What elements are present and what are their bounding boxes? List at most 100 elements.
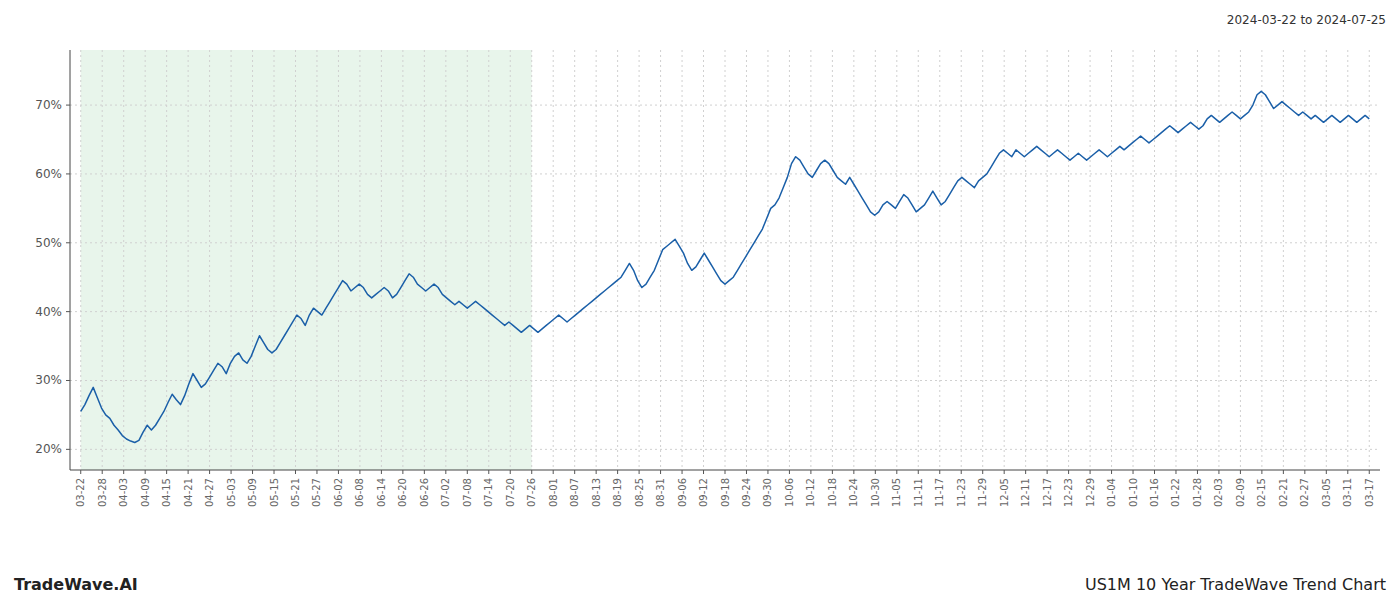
x-tick [1154, 470, 1155, 474]
line-group [81, 91, 1370, 442]
x-tick [102, 470, 103, 474]
x-tick [1261, 470, 1262, 474]
y-tick-label: 50% [35, 236, 62, 250]
x-tick [660, 470, 661, 474]
grid-line-x [359, 50, 360, 470]
x-tick-label: 09-18 [720, 478, 731, 507]
grid-line-y [70, 173, 1380, 174]
grid-line-x [1154, 50, 1155, 470]
annotation: TradeWave.AI [14, 575, 138, 594]
grid-line-x [295, 50, 296, 470]
x-tick-label: 05-03 [226, 478, 237, 507]
x-tick-label: 08-25 [634, 478, 645, 507]
axes: 03-2203-2804-0304-0904-1504-2104-2705-03… [35, 50, 1380, 507]
x-tick-label: 07-20 [505, 478, 516, 507]
y-tick-label: 20% [35, 442, 62, 456]
x-tick-label: 11-23 [956, 478, 967, 507]
grid-line-x [553, 50, 554, 470]
grid-line-x [467, 50, 468, 470]
x-tick [1347, 470, 1348, 474]
x-tick-label: 03-11 [1342, 478, 1353, 507]
x-tick [166, 470, 167, 474]
x-tick-label: 01-28 [1192, 478, 1203, 507]
grid-line-x [123, 50, 124, 470]
x-tick-label: 12-05 [999, 478, 1010, 507]
x-tick [1240, 470, 1241, 474]
x-tick-label: 05-27 [311, 478, 322, 507]
x-tick-label: 06-20 [397, 478, 408, 507]
x-tick [145, 470, 146, 474]
x-tick-label: 02-15 [1256, 478, 1267, 507]
highlight-group [81, 50, 532, 470]
chart-container: 03-2203-2804-0304-0904-1504-2104-2705-03… [0, 0, 1400, 600]
x-tick-label: 02-03 [1213, 478, 1224, 507]
y-axis-line [70, 50, 71, 470]
x-tick [832, 470, 833, 474]
x-tick [725, 470, 726, 474]
x-tick [553, 470, 554, 474]
x-tick [767, 470, 768, 474]
grid-line-x [445, 50, 446, 470]
grid-line-x [252, 50, 253, 470]
x-tick-label: 02-27 [1299, 478, 1310, 507]
title: US1M 10 Year TradeWave Trend Chart [1085, 575, 1386, 594]
x-tick [338, 470, 339, 474]
x-tick [639, 470, 640, 474]
x-tick-label: 07-02 [440, 478, 451, 507]
grid-line-x [1068, 50, 1069, 470]
x-tick [982, 470, 983, 474]
chart: 03-2203-2804-0304-0904-1504-2104-2705-03… [0, 0, 1400, 600]
x-tick [853, 470, 854, 474]
grid-line-x [1218, 50, 1219, 470]
x-tick-label: 03-22 [75, 478, 86, 507]
x-tick [789, 470, 790, 474]
grid [70, 50, 1380, 470]
x-tick [1369, 470, 1370, 474]
y-tick-label: 40% [35, 305, 62, 319]
grid-line-x [1025, 50, 1026, 470]
x-tick-label: 09-30 [762, 478, 773, 507]
x-tick-label: 12-11 [1020, 478, 1031, 507]
grid-line-x [316, 50, 317, 470]
x-tick [682, 470, 683, 474]
x-tick-label: 05-15 [269, 478, 280, 507]
x-tick-label: 02-09 [1235, 478, 1246, 507]
x-tick [359, 470, 360, 474]
x-tick [1197, 470, 1198, 474]
grid-line-x [810, 50, 811, 470]
grid-line-x [1197, 50, 1198, 470]
x-tick [703, 470, 704, 474]
grid-line-x [1369, 50, 1370, 470]
grid-line-y [70, 449, 1380, 450]
x-tick [424, 470, 425, 474]
grid-line-x [1004, 50, 1005, 470]
x-tick-label: 07-08 [462, 478, 473, 507]
x-tick-label: 01-10 [1128, 478, 1139, 507]
grid-line-x [746, 50, 747, 470]
grid-line-x [574, 50, 575, 470]
grid-line-x [424, 50, 425, 470]
highlight-band [81, 50, 532, 470]
x-tick-label: 08-31 [655, 478, 666, 507]
grid-line-y [70, 242, 1380, 243]
grid-line-x [1347, 50, 1348, 470]
x-tick-label: 10-12 [805, 478, 816, 507]
grid-line-x [682, 50, 683, 470]
y-tick [66, 173, 70, 174]
grid-line-x [1090, 50, 1091, 470]
x-tick-label: 11-29 [977, 478, 988, 507]
x-tick [231, 470, 232, 474]
x-tick [1326, 470, 1327, 474]
x-tick [896, 470, 897, 474]
x-tick [316, 470, 317, 474]
x-tick-label: 04-15 [161, 478, 172, 507]
x-tick-label: 04-27 [204, 478, 215, 507]
x-tick-label: 07-26 [526, 478, 537, 507]
x-tick [1133, 470, 1134, 474]
x-tick-label: 05-21 [290, 478, 301, 507]
grid-line-x [1133, 50, 1134, 470]
y-tick-label: 60% [35, 167, 62, 181]
x-tick-label: 01-16 [1149, 478, 1160, 507]
x-tick-label: 10-06 [784, 478, 795, 507]
x-tick [402, 470, 403, 474]
